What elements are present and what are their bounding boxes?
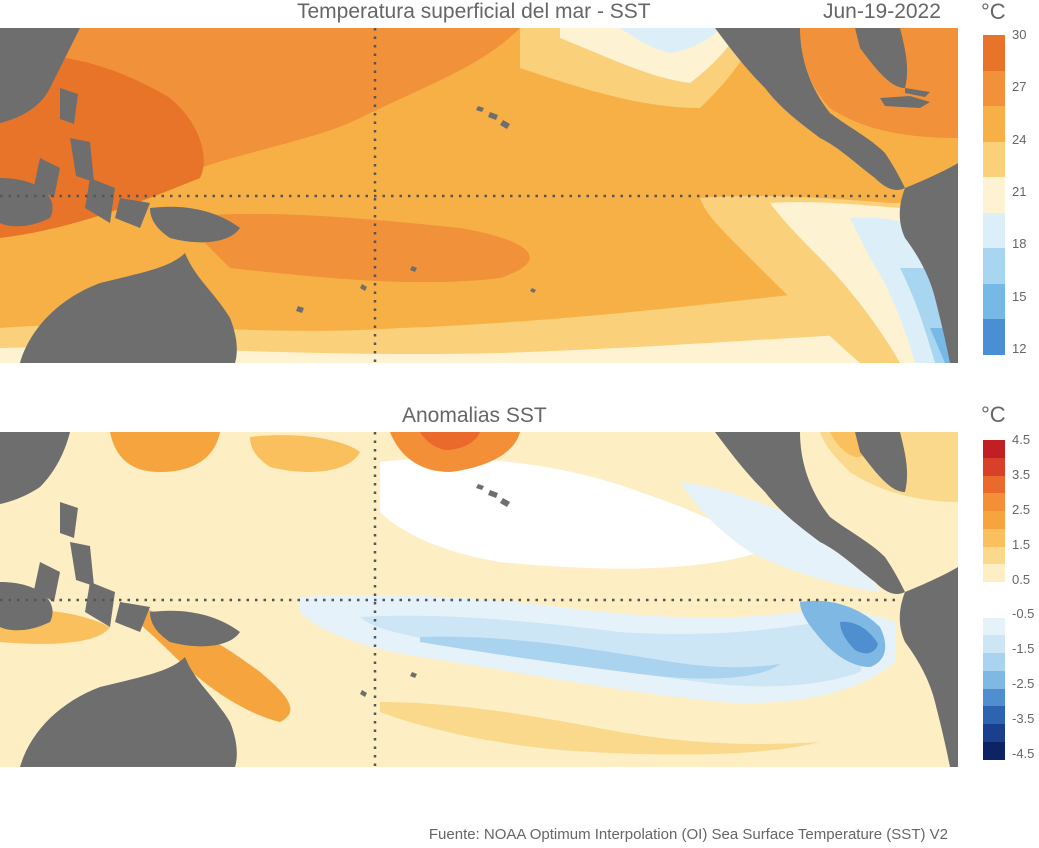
anomaly-title: Anomalias SST xyxy=(402,404,547,427)
sst-colorbar-tick: 21 xyxy=(1012,184,1027,199)
anomaly-colorbar-segment xyxy=(983,706,1005,725)
sst-colorbar-tick: 30 xyxy=(1012,27,1027,42)
anomaly-colorbar-tick: -2.5 xyxy=(1012,676,1035,692)
anomaly-colorbar-segment xyxy=(983,742,1005,760)
anomaly-colorbar-segment xyxy=(983,653,1005,671)
anomaly-colorbar-segment xyxy=(983,670,1005,689)
sst-colorbar-segment xyxy=(983,248,1005,284)
sst-colorbar-segment xyxy=(983,319,1005,355)
anomaly-colorbar-segment xyxy=(983,724,1005,743)
anomaly-unit-label: °C xyxy=(981,402,1006,427)
sst-colorbar-tick: 15 xyxy=(1012,288,1027,304)
sst-colorbar-segment xyxy=(983,141,1005,178)
anomaly-colorbar-tick: -0.5 xyxy=(1012,606,1035,622)
anomaly-colorbar-segment xyxy=(983,475,1005,494)
sst-map-graphic xyxy=(0,28,958,363)
anomaly-colorbar-segment xyxy=(983,617,1005,636)
anomaly-colorbar-segment xyxy=(983,582,1005,600)
anomaly-colorbar-segment xyxy=(983,546,1005,565)
sst-colorbar-segment xyxy=(983,212,1005,249)
sst-colorbar-tick: 12 xyxy=(1012,341,1027,356)
anomaly-colorbar-tick: -3.5 xyxy=(1012,711,1035,727)
anomaly-colorbar-segment xyxy=(983,457,1005,476)
sst-colorbar-segment xyxy=(983,70,1005,107)
sst-colorbar-tick: 18 xyxy=(1012,236,1027,252)
anomaly-map-graphic xyxy=(0,432,958,767)
sst-colorbar-tick: 24 xyxy=(1012,131,1027,147)
anomaly-colorbar-tick: -1.5 xyxy=(1012,641,1035,657)
anomaly-colorbar-tick: 2.5 xyxy=(1012,501,1031,517)
sst-colorbar-segment xyxy=(983,35,1005,71)
anomaly-map xyxy=(0,432,958,767)
anomaly-colorbar-tick: 1.5 xyxy=(1012,536,1031,552)
date-label: Jun-19-2022 xyxy=(823,0,941,23)
sst-map xyxy=(0,28,958,363)
anomaly-colorbar-tick: 3.5 xyxy=(1012,466,1031,482)
anomaly-colorbar-segment xyxy=(983,635,1005,654)
anomaly-colorbar-tick: 0.5 xyxy=(1012,571,1031,587)
anomaly-colorbar-segment xyxy=(983,493,1005,512)
anomaly-colorbar-segment xyxy=(983,688,1005,707)
anomaly-colorbar-segment xyxy=(983,528,1005,547)
sst-title: Temperatura superficial del mar - SST xyxy=(297,0,651,23)
anomaly-colorbar-tick: -4.5 xyxy=(1012,746,1035,761)
anomaly-colorbar-tick: 4.5 xyxy=(1012,432,1031,447)
anomaly-colorbar-segment xyxy=(983,599,1005,618)
sst-colorbar xyxy=(983,35,1005,355)
anomaly-colorbar xyxy=(983,440,1005,760)
sst-colorbar-segment xyxy=(983,177,1005,213)
sst-colorbar-segment xyxy=(983,283,1005,320)
anomaly-colorbar-segment xyxy=(983,511,1005,529)
sst-colorbar-tick: 27 xyxy=(1012,79,1027,95)
anomaly-colorbar-segment xyxy=(983,440,1005,458)
sst-unit-label: °C xyxy=(981,0,1006,24)
source-credit: Fuente: NOAA Optimum Interpolation (OI) … xyxy=(428,826,948,843)
sst-colorbar-segment xyxy=(983,106,1005,142)
anomaly-colorbar-segment xyxy=(983,564,1005,583)
